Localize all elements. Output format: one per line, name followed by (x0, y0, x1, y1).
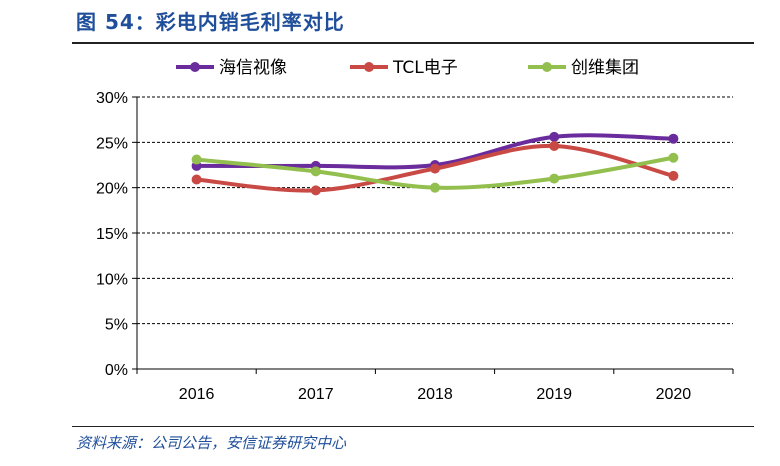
axes: 0% 5% 10% 15% 20% 25% 30% 2016 2017 2018 2019 2020 (96, 90, 734, 403)
y-tick-label: 25% (96, 135, 128, 152)
y-tick-label: 20% (96, 181, 128, 198)
x-tick-label: 2019 (536, 386, 572, 403)
y-tick-label: 0% (105, 362, 128, 379)
figure-title: 图 54：彩电内销毛利率对比 (76, 10, 345, 34)
data-point (668, 133, 679, 144)
legend-marker (190, 62, 200, 72)
y-tick-label: 15% (96, 226, 128, 243)
x-tick-label: 2017 (298, 386, 334, 403)
legend: 海信视像 TCL电子 创维集团 (176, 58, 639, 78)
y-tick-label: 10% (96, 271, 128, 288)
legend-label: TCL电子 (392, 58, 458, 78)
data-point (549, 131, 560, 142)
top-rule (72, 42, 754, 44)
data-point (310, 166, 321, 177)
legend-label: 创维集团 (571, 58, 639, 78)
x-tick-label: 2020 (656, 386, 692, 403)
legend-marker (364, 62, 374, 72)
data-point (191, 174, 202, 185)
data-point (310, 185, 321, 196)
gridlines (137, 96, 733, 325)
data-point (668, 152, 679, 163)
data-point (549, 140, 560, 151)
data-point (549, 173, 560, 184)
data-point (430, 163, 440, 174)
data-point (430, 182, 440, 193)
x-tick-label: 2016 (179, 386, 215, 403)
x-tick-label: 2018 (417, 386, 453, 403)
y-tick-label: 5% (105, 317, 128, 334)
source-note: 资料来源：公司公告，安信证券研究中心 (76, 434, 347, 452)
data-point (668, 170, 679, 181)
bottom-rule (72, 426, 754, 427)
legend-label: 海信视像 (219, 58, 287, 78)
data-point (191, 154, 202, 165)
legend-marker (542, 62, 552, 72)
series-lines (191, 131, 679, 196)
y-tick-label: 30% (96, 90, 128, 107)
